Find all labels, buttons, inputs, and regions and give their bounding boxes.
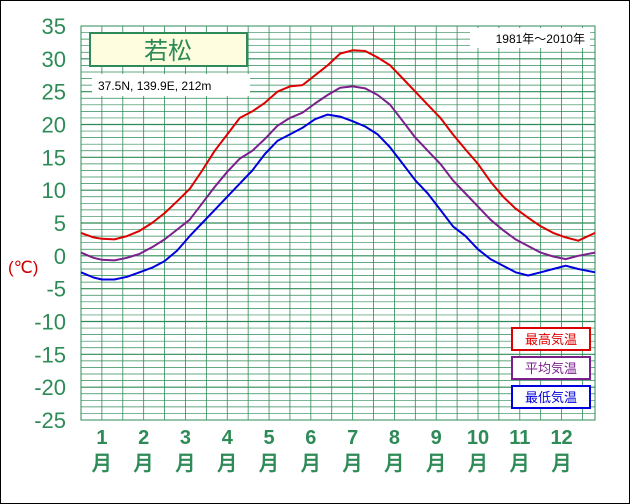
legend: 最高気温 平均気温 最低気温 bbox=[511, 327, 591, 409]
month-number: 3 bbox=[180, 427, 191, 449]
chart-title: 若松 bbox=[144, 37, 192, 65]
avg-temp-line bbox=[80, 85, 596, 262]
legend-avg-label: 平均気温 bbox=[525, 361, 577, 377]
y-tick-label: -25 bbox=[34, 408, 66, 433]
period-box bbox=[470, 28, 590, 48]
title-box bbox=[89, 32, 248, 67]
grid bbox=[81, 26, 595, 420]
month-number: 8 bbox=[389, 427, 400, 449]
legend-max-box bbox=[511, 327, 591, 351]
month-unit: 月 bbox=[467, 453, 488, 475]
month-number: 12 bbox=[550, 427, 572, 449]
location-box bbox=[92, 74, 250, 96]
month-unit: 月 bbox=[509, 453, 530, 475]
month-unit: 月 bbox=[342, 453, 363, 475]
month-unit: 月 bbox=[258, 453, 279, 475]
month-unit: 月 bbox=[216, 453, 237, 475]
month-number: 6 bbox=[305, 427, 316, 449]
y-tick-label: 35 bbox=[42, 14, 66, 39]
legend-min-label: 最低気温 bbox=[525, 390, 577, 406]
y-tick-label: 20 bbox=[42, 113, 66, 138]
legend-avg-box bbox=[511, 356, 591, 380]
y-tick-labels: 35 30 25 20 15 10 5 0 -5 -10 -15 -20 -25 bbox=[34, 14, 66, 433]
month-number: 4 bbox=[222, 427, 234, 449]
y-axis-unit: (℃) bbox=[8, 258, 38, 277]
y-tick-label: -20 bbox=[34, 375, 66, 400]
month-unit: 月 bbox=[300, 453, 321, 475]
month-number: 2 bbox=[138, 427, 149, 449]
month-unit: 月 bbox=[133, 453, 154, 475]
y-tick-label: -5 bbox=[46, 277, 66, 302]
month-number: 9 bbox=[431, 427, 442, 449]
y-tick-label: -10 bbox=[34, 310, 66, 335]
y-tick-label: 0 bbox=[54, 244, 66, 269]
month-number: 1 bbox=[96, 427, 107, 449]
max-temp-line bbox=[80, 49, 596, 242]
month-unit: 月 bbox=[174, 453, 195, 475]
x-month-labels: 1 月 2 月 3 月 4 月 5 月 6 月 7 月 8 月 9 月 10 月 11 月 12 月 bbox=[91, 427, 573, 475]
y-tick-label: 25 bbox=[42, 80, 66, 105]
month-number: 5 bbox=[263, 427, 274, 449]
month-number: 7 bbox=[347, 427, 358, 449]
month-unit: 月 bbox=[425, 453, 446, 475]
legend-min-box bbox=[511, 385, 591, 409]
min-temp-line bbox=[80, 113, 596, 281]
month-unit: 月 bbox=[383, 453, 404, 475]
month-unit: 月 bbox=[551, 453, 572, 475]
y-tick-label: 15 bbox=[42, 145, 66, 170]
month-unit: 月 bbox=[91, 453, 112, 475]
month-number: 10 bbox=[467, 427, 489, 449]
y-tick-label: 30 bbox=[42, 47, 66, 72]
series-lines bbox=[80, 49, 596, 281]
month-number: 11 bbox=[509, 427, 530, 449]
y-tick-label: 10 bbox=[42, 178, 66, 203]
period-label: 1981年〜2010年 bbox=[496, 32, 585, 46]
y-tick-label: 5 bbox=[54, 211, 66, 236]
legend-max-label: 最高気温 bbox=[525, 332, 577, 348]
y-tick-label: -15 bbox=[34, 342, 66, 367]
station-location: 37.5N, 139.9E, 212m bbox=[98, 79, 211, 93]
